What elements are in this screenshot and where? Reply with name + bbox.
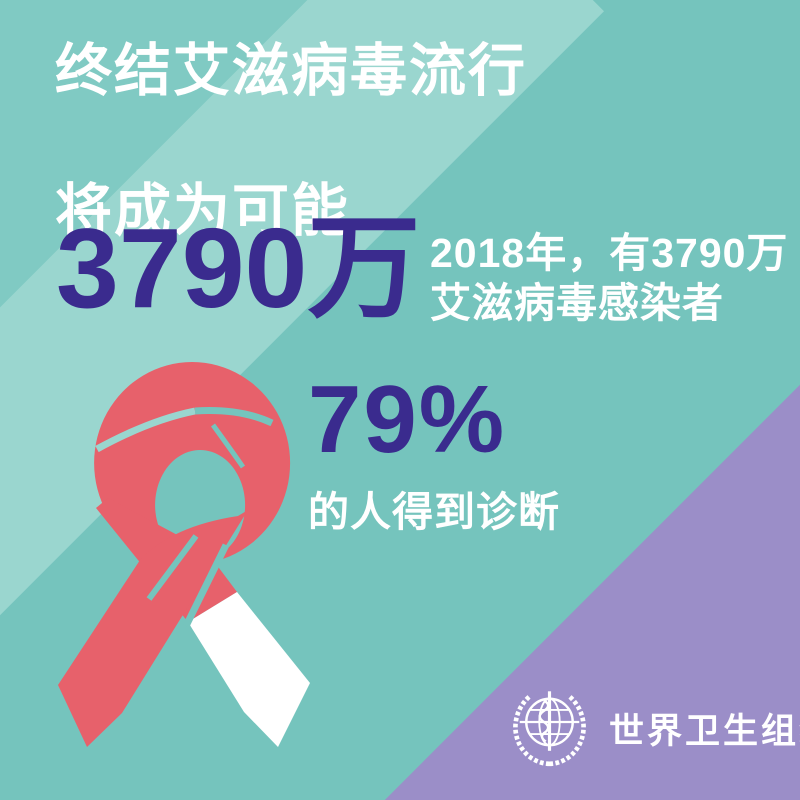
stat-infected-value: 3790万 [56,205,421,331]
ribbon-slit-left [95,407,196,453]
footer: 世界卫生组织 [503,681,800,776]
stat-diagnosed-value: 79% [308,366,507,473]
ribbon-left-tail [58,510,248,747]
ribbon-gap-left [146,534,199,601]
org-name: 世界卫生组织 [609,712,800,751]
title-line1: 终结艾滋病毒流行 [55,39,527,103]
stat-infected-caption: 2018年，有3790万 艾滋病毒感染者 [430,228,788,328]
ribbon-gap-right [182,543,230,628]
aids-ribbon-icon [58,362,310,747]
title-line2: 将成为可能 [55,179,350,243]
who-emblem-icon [513,691,586,767]
ribbon-slit-right [194,407,274,427]
stat-infected-caption-line1: 2018年，有3790万 [430,230,789,276]
ribbon-right-tail-white [188,592,310,747]
stat-infected-caption-line2: 艾滋病毒感染者 [430,280,724,326]
ribbon-slit-small [210,423,246,469]
stat-diagnosed-caption: 的人得到诊断 [308,489,560,535]
page-title: 终结艾滋病毒流行 将成为可能 [55,36,615,246]
